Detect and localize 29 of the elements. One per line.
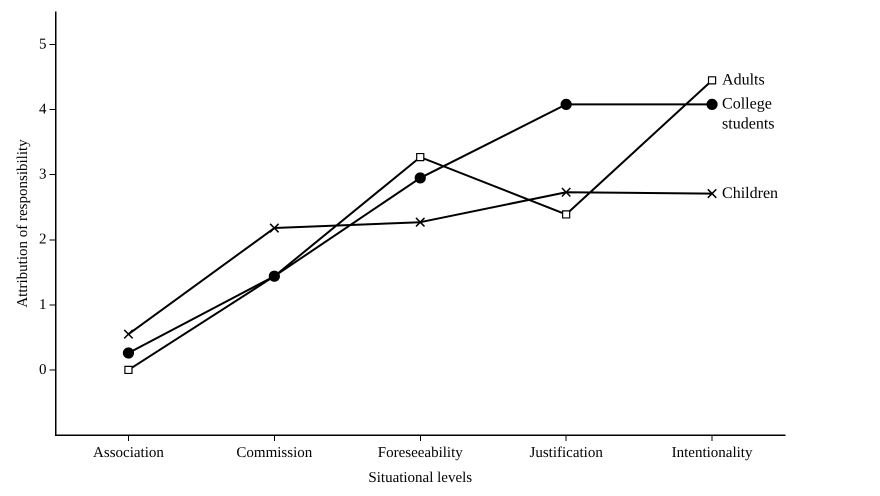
point [708, 76, 716, 84]
point [415, 217, 426, 228]
point [124, 366, 133, 374]
x-tick-label: Intentionality [672, 444, 753, 461]
point [269, 223, 280, 234]
y-tick-label: 3 [39, 166, 46, 183]
y-tick-label: 1 [39, 296, 46, 313]
series-label: College students [722, 96, 775, 133]
x-tick-label: Commission [236, 444, 313, 461]
series-label: Children [722, 184, 778, 202]
point [122, 347, 134, 359]
y-tick-label: 5 [39, 36, 46, 52]
point [416, 152, 424, 162]
y-tick-label: 2 [39, 232, 46, 248]
point [414, 172, 426, 184]
point [707, 188, 718, 199]
point [561, 187, 572, 198]
y-axis-title: Attribution of responsibility [14, 138, 31, 308]
x-tick-label: Foreseeability [378, 444, 464, 461]
point [562, 210, 570, 219]
y-tick-label: 0 [39, 362, 46, 378]
y-tick-label: 4 [39, 102, 47, 118]
point [560, 98, 572, 110]
point [123, 329, 134, 340]
series-label: Adults [722, 72, 765, 89]
x-tick-label: Justification [529, 444, 604, 461]
x-tick-label: Association [93, 444, 164, 461]
point [706, 98, 718, 110]
x-axis-title: Situational levels [368, 470, 472, 486]
